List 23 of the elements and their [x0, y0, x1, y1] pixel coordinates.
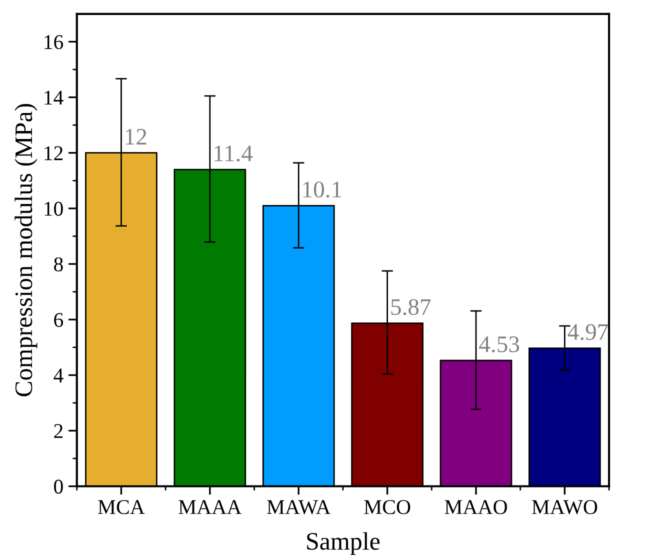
x-tick-label: MCA [98, 500, 145, 514]
y-axis-title: Compression modulus (MPa) [14, 104, 38, 396]
data-label: 10.1 [303, 182, 342, 198]
y-tick-label: 6 [54, 312, 64, 327]
x-tick-label: MAWO [532, 500, 598, 514]
x-tick-label: MAWA [267, 500, 331, 514]
data-label: 4.97 [568, 324, 608, 340]
y-tick-label: 2 [54, 424, 63, 438]
data-label: 12 [126, 128, 146, 144]
y-tick-label: 8 [54, 257, 63, 272]
data-label: 11.4 [214, 146, 253, 162]
y-tick-label: 10 [44, 202, 63, 216]
x-tick-label: MAAO [444, 500, 507, 514]
x-tick-label: MAAA [178, 500, 242, 514]
y-tick-label: 14 [44, 90, 64, 105]
data-label: 5.87 [391, 299, 431, 316]
y-tick-label: 4 [54, 368, 64, 382]
y-tick-label: 16 [44, 35, 64, 50]
x-axis-title: Sample [307, 532, 380, 555]
x-tick-label: MCO [364, 500, 410, 514]
y-tick-label: 12 [44, 146, 63, 160]
y-tick-label: 0 [54, 480, 63, 494]
data-label: 4.53 [479, 336, 520, 352]
